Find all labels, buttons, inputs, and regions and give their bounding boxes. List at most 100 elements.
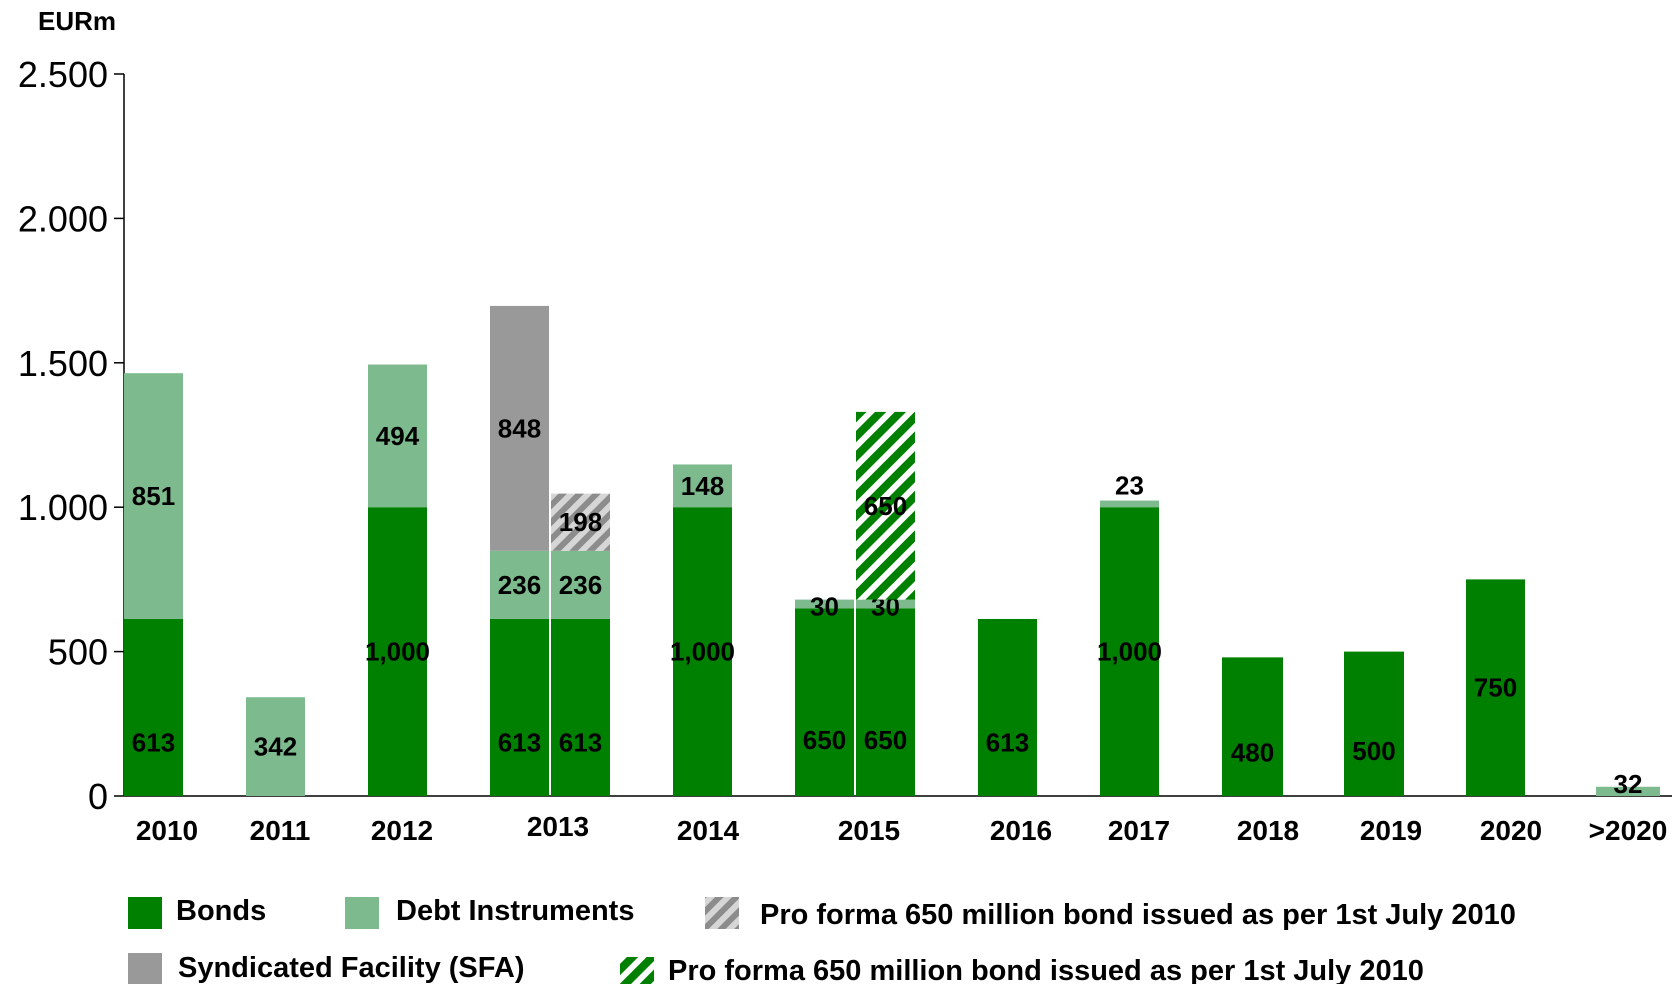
bar-2018: 480 [1222,657,1283,796]
data-label: 1,000 [365,637,430,667]
data-label: 613 [132,728,175,758]
bar-segment-proforma_grey [551,493,610,551]
data-label: 613 [559,728,602,758]
legend-item-proforma_grey: Pro forma 650 million bond issued as per… [705,897,1516,931]
data-label: 23 [1115,471,1144,501]
x-tick-label: 2015 [838,815,900,846]
data-label: 848 [498,413,541,443]
y-tick-label: 1.500 [18,343,108,384]
y-tick-label: 500 [48,632,108,673]
bar-segment-debt [551,550,610,619]
bar-segment-bonds [1344,651,1404,796]
x-tick-label: 2010 [136,815,198,846]
y-tick-label: 0 [88,776,108,817]
legend-item-debt: Debt Instruments [345,895,634,929]
bar-segment-debt [124,373,183,619]
data-label: 198 [559,507,602,537]
data-label: 1,000 [670,637,735,667]
bar-segment-debt [368,364,427,508]
bar-segment-bonds [1466,579,1525,796]
x-tick-label: 2014 [677,815,740,846]
bar-segment-debt [490,550,549,619]
legend-item-bonds: Bonds [128,895,266,929]
bar-2016: 613 [978,618,1037,796]
legend-swatch [128,897,162,929]
data-label: 148 [681,471,724,501]
legend-item-proforma_green: Pro forma 650 million bond issued as per… [620,955,1424,984]
bar-segment-bonds [551,618,610,796]
bar-segment-bonds [368,507,427,796]
bar-2019: 500 [1344,651,1404,796]
bar-segment-debt [246,697,305,796]
data-label: 342 [254,732,297,762]
bar-2020: 750 [1466,579,1525,796]
x-axis: 2010 2011 2012 2013 2014 2015 2016 2017 2018 2019… [136,811,1667,846]
x-tick-label: 2019 [1360,815,1422,846]
data-label: 236 [498,570,541,600]
bar-segment-proforma_green [856,411,915,600]
x-tick-label: 2016 [990,815,1052,846]
x-tick-label: 2017 [1108,815,1170,846]
x-tick-label: 2011 [250,815,311,846]
x-tick-label: 2018 [1237,815,1299,846]
data-label: 236 [559,570,602,600]
data-label: 750 [1474,673,1517,703]
bar-segment-bonds [490,618,549,796]
legend-swatch [620,957,654,984]
data-label: 494 [376,421,420,451]
x-tick-label: 2012 [371,815,433,846]
y-tick-label: 1.000 [18,487,108,528]
data-label: 30 [810,592,839,622]
bar-segment-debt [1100,500,1159,508]
bar-2015-1: 650 30 [795,592,854,796]
bar-2013-2: 613 236 198 [551,493,610,796]
bar-2011: 342 [246,697,305,796]
data-label: 613 [986,728,1029,758]
legend-swatch [705,897,739,929]
data-label: 613 [498,728,541,758]
data-label: 650 [803,725,846,755]
bar-segment-bonds [856,608,915,796]
data-label: 1,000 [1097,637,1162,667]
legend-swatch [128,953,162,984]
data-label: 32 [1614,769,1643,799]
y-tick-label: 2.500 [18,54,108,95]
bar-segment-debt [856,599,915,609]
legend-item-sfa: Syndicated Facility (SFA) [128,952,524,984]
data-label: 480 [1231,737,1274,767]
bar-segment-bonds [673,507,732,796]
bar-2014: 1,000 148 [670,464,735,796]
y-axis: 0 500 1.000 1.500 2.000 2.500 [18,54,1672,817]
x-tick-label: 2013 [527,811,589,842]
data-label: 650 [864,491,907,521]
bar-2010: 613 851 [124,373,183,796]
legend-label: Debt Instruments [396,895,634,927]
legend-label: Bonds [176,895,266,927]
bars: 613 851 342 1,000 494 613 236 848 613 236 198 1,000… [124,305,1660,799]
bar-segment-bonds [978,618,1037,796]
x-tick-label: 2020 [1480,815,1542,846]
legend-label: Pro forma 650 million bond issued as per… [760,899,1516,931]
bar-segment-debt [795,599,854,609]
bar-segment-sfa [490,305,549,551]
bar-2012: 1,000 494 [365,364,430,796]
bar-segment-debt [1596,786,1660,796]
bar-2013-1: 613 236 848 [490,305,549,796]
data-label: 851 [132,481,175,511]
legend: Bonds Debt Instruments Pro forma 650 milli… [128,895,1516,984]
bar-segment-bonds [124,618,183,796]
y-tick-label: 2.000 [18,198,108,239]
bar-segment-bonds [1100,507,1159,796]
legend-label: Pro forma 650 million bond issued as per… [668,955,1424,984]
legend-swatch [345,897,379,929]
bar->2020: 32 [1596,769,1660,799]
bar-segment-bonds [795,608,854,796]
data-label: 500 [1352,736,1395,766]
y-axis-unit-label: EURm [38,6,116,36]
bar-segment-bonds [1222,657,1283,796]
bar-2017: 1,000 23 [1097,471,1162,796]
bar-segment-debt [673,464,732,508]
legend-label: Syndicated Facility (SFA) [178,952,524,984]
